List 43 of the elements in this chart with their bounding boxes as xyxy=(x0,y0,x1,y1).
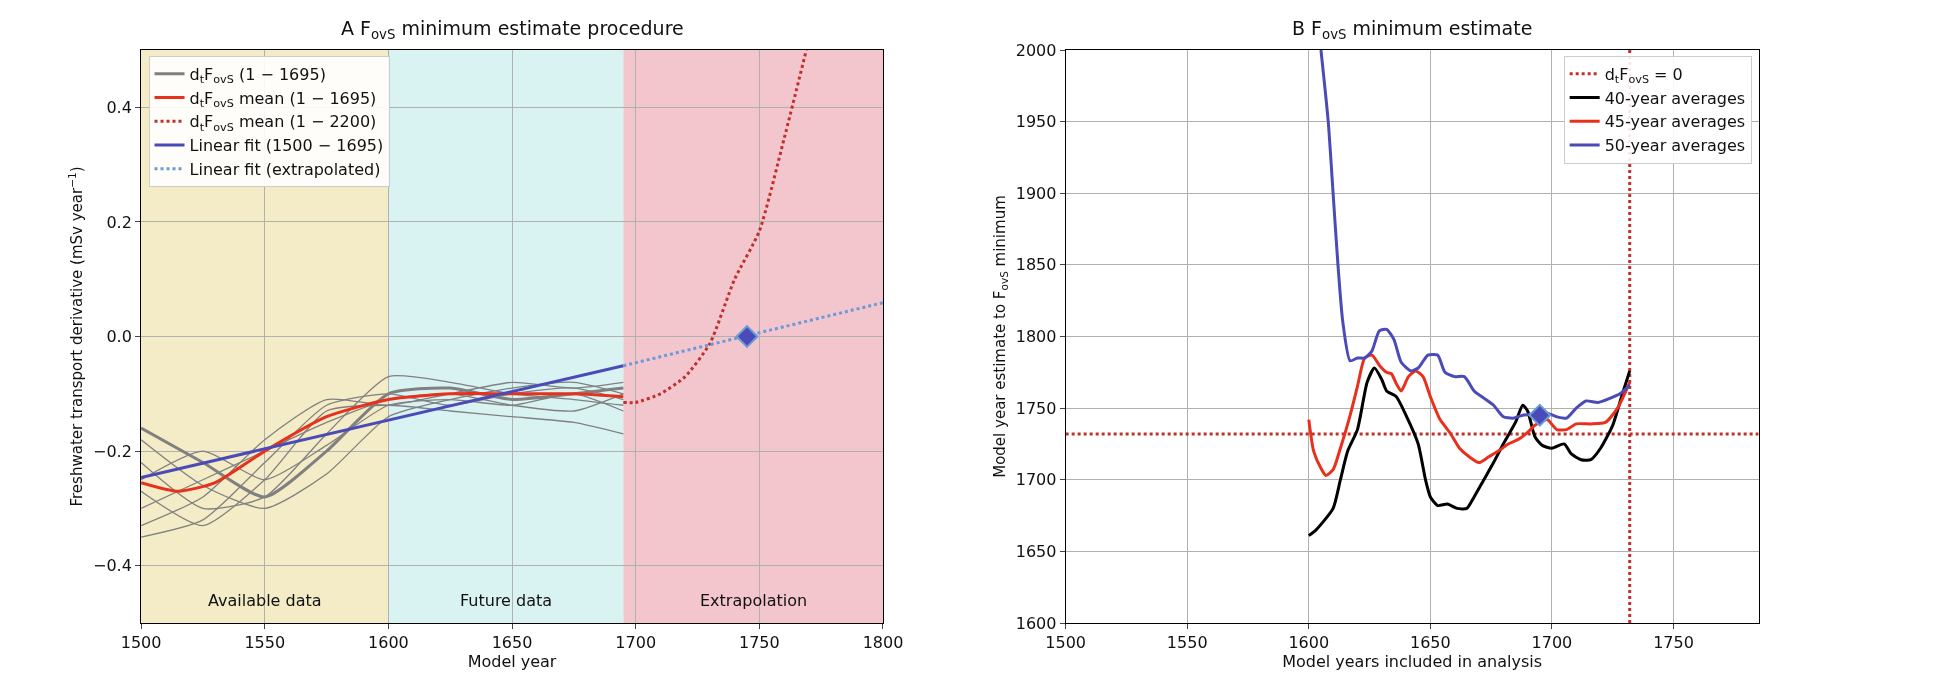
x-tick-label: 1700 xyxy=(615,633,657,653)
y-tick-label: 1750 xyxy=(1015,398,1057,418)
y-tick-label: 1600 xyxy=(1015,613,1057,633)
x-tick-label: 1600 xyxy=(368,633,409,653)
x-tick-label: 1500 xyxy=(1045,633,1087,653)
x-tick-label: 1550 xyxy=(1166,633,1208,653)
x-tick-label: 1750 xyxy=(1653,633,1694,653)
x-tick-label: 1650 xyxy=(1410,633,1451,653)
legend-label: d$_{t}$F$_{ovS}$ mean (1 − 2200) xyxy=(189,112,377,134)
x-tick-label: 1600 xyxy=(1288,633,1330,653)
y-tick-label: 0.2 xyxy=(106,212,132,232)
legend-label: Linear fit (extrapolated) xyxy=(189,160,381,180)
y-tick-label: 1850 xyxy=(1015,255,1057,275)
x-tick-label: 1700 xyxy=(1531,633,1573,653)
y-tick-label: 0.4 xyxy=(106,97,132,117)
x-tick-label: 1750 xyxy=(738,633,780,653)
legend-label: d$_{t}$F$_{ovS}$ mean (1 − 1695) xyxy=(189,88,377,111)
x-axis-title: Model year xyxy=(467,652,557,672)
chart-title: B F$_{ovS}$ minimum estimate xyxy=(1292,17,1533,42)
legend-label: d$_{t}$F$_{ovS}$ (1 − 1695) xyxy=(189,64,326,87)
y-tick-label: −0.2 xyxy=(93,441,132,461)
legend-label: Linear fit (1500 − 1695) xyxy=(189,136,384,156)
x-axis-title: Model years included in analysis xyxy=(1282,652,1543,672)
legend-label: 40-year averages xyxy=(1604,88,1746,108)
y-tick-label: 2000 xyxy=(1015,40,1057,60)
band-label: Available data xyxy=(208,591,322,610)
legend-label: 45-year averages xyxy=(1604,112,1746,132)
legend-label: 50-year averages xyxy=(1604,136,1746,156)
band-label: Future data xyxy=(460,591,553,610)
x-tick-label: 1550 xyxy=(244,633,286,653)
chart-title: A F$_{ovS}$ minimum estimate procedure xyxy=(341,17,684,42)
y-tick-label: 1650 xyxy=(1015,541,1057,561)
y-tick-label: 0.0 xyxy=(106,327,132,347)
legend-label: d$_{t}$F$_{ovS}$ = 0 xyxy=(1604,64,1683,87)
x-tick-label: 1500 xyxy=(120,633,162,653)
band-label: Extrapolation xyxy=(700,591,808,610)
y-tick-label: 1800 xyxy=(1015,327,1057,347)
x-tick-label: 1650 xyxy=(491,633,533,653)
y-tick-label: 1900 xyxy=(1015,183,1057,203)
y-tick-label: 1700 xyxy=(1015,470,1057,490)
x-tick-label: 1800 xyxy=(862,633,904,653)
y-tick-label: 1950 xyxy=(1015,112,1057,132)
y-tick-label: −0.4 xyxy=(93,556,132,576)
